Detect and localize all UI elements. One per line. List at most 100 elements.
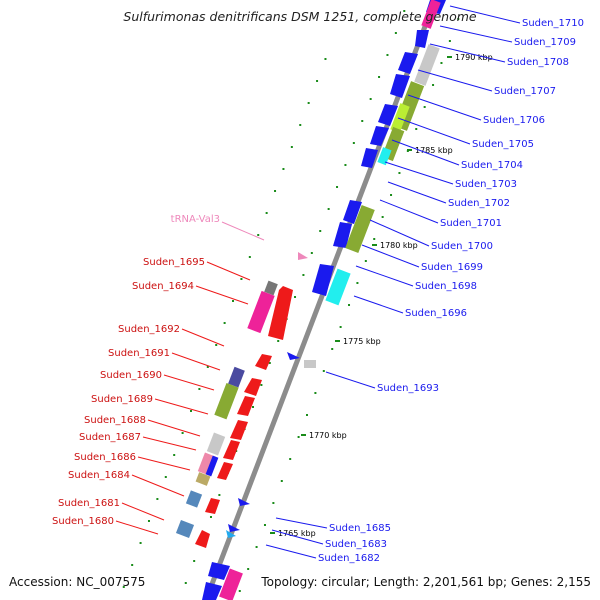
gene-box-steel[interactable] [185, 490, 203, 508]
gene-label-left[interactable]: Suden_1681 [58, 498, 120, 509]
gene-box-blue[interactable] [205, 455, 219, 477]
gene-arrow[interactable] [333, 222, 352, 248]
gene-box-tan[interactable] [195, 472, 211, 486]
gene-arrow[interactable] [237, 396, 255, 416]
gene-box-cyan[interactable] [377, 147, 392, 166]
gene-arrow[interactable] [287, 352, 300, 360]
gene-box-lime[interactable] [390, 103, 410, 133]
gene-label-right[interactable]: Suden_1696 [405, 308, 467, 319]
gene-box-gray[interactable] [304, 360, 316, 368]
gene-label-left[interactable]: Suden_1690 [100, 370, 162, 381]
tick-mark [189, 410, 192, 412]
tick-mark [248, 256, 251, 258]
gene-arrow[interactable] [226, 530, 236, 538]
gene-box-magenta[interactable] [247, 290, 275, 334]
gene-label-left[interactable]: Suden_1691 [108, 348, 170, 359]
tick-mark [280, 480, 283, 482]
gene-label-right[interactable]: Suden_1707 [494, 86, 556, 97]
gene-arrow[interactable] [217, 462, 233, 480]
gene-arrow[interactable] [398, 52, 418, 74]
gene-label-left[interactable]: Suden_1695 [143, 257, 205, 268]
gene-arrow[interactable] [205, 498, 220, 514]
gene-box-gray[interactable] [206, 432, 226, 456]
gene-label-left[interactable]: Suden_1694 [132, 281, 194, 292]
gene-arrow[interactable] [255, 354, 272, 370]
tick-mark [156, 498, 159, 500]
tick-mark [274, 190, 277, 192]
tick-mark [184, 582, 187, 584]
gene-box-cyan[interactable] [325, 268, 351, 306]
gene-label-left[interactable]: Suden_1688 [84, 415, 146, 426]
gene-box-purple[interactable] [228, 366, 245, 388]
left-gene-track [175, 252, 308, 548]
gene-box-gray[interactable] [414, 44, 440, 86]
tick-mark [352, 142, 355, 144]
gene-labels: Suden_1710 Suden_1709 Suden_1708 Suden_1707… [52, 18, 584, 564]
gene-label-right[interactable]: Suden_1702 [448, 198, 510, 209]
leader-line [325, 371, 376, 389]
trna-label[interactable]: tRNA-Val3 [171, 214, 220, 225]
gene-label-right[interactable]: Suden_1699 [421, 262, 483, 273]
gene-arrow[interactable] [312, 264, 334, 296]
gene-label-right[interactable]: Suden_1701 [440, 218, 502, 229]
tick-mark [289, 458, 292, 460]
tick-mark [369, 98, 372, 100]
gene-box-green[interactable] [214, 382, 239, 420]
tick-mark [394, 32, 397, 34]
gene-arrow[interactable] [238, 498, 250, 506]
gene-arrow[interactable] [370, 126, 389, 146]
leader-line [221, 221, 265, 241]
gene-arrow[interactable] [268, 286, 293, 340]
gene-label-left[interactable]: Suden_1684 [68, 470, 130, 481]
tick-mark [131, 564, 134, 566]
gene-label-left[interactable]: Suden_1687 [79, 432, 141, 443]
leader-line [449, 5, 521, 24]
gene-box-magenta[interactable] [219, 568, 243, 600]
gene-label-right[interactable]: Suden_1683 [325, 539, 387, 550]
gene-arrow[interactable] [390, 74, 410, 98]
gene-arrow[interactable] [223, 440, 240, 460]
trna-marker[interactable] [298, 252, 308, 260]
gene-arrow[interactable] [208, 562, 230, 580]
leader-line [429, 43, 506, 63]
gene-label-right[interactable]: Suden_1708 [507, 57, 569, 68]
tick-mark [398, 172, 401, 174]
gene-label-right[interactable]: Suden_1682 [318, 553, 380, 564]
gene-label-right[interactable]: Suden_1709 [514, 37, 576, 48]
gene-box-green[interactable] [345, 205, 375, 253]
gene-label-right[interactable]: Suden_1700 [431, 241, 493, 252]
gene-label-left[interactable]: Suden_1686 [74, 452, 136, 463]
gene-arrow[interactable] [202, 582, 222, 600]
gene-label-right[interactable]: Suden_1703 [455, 179, 517, 190]
gene-label-right[interactable]: Suden_1710 [522, 18, 584, 29]
gene-label-left[interactable]: Suden_1689 [91, 394, 153, 405]
gene-arrow[interactable] [415, 30, 429, 48]
gene-box-gray[interactable] [264, 280, 278, 296]
gene-arrow[interactable] [361, 148, 378, 168]
gene-label-right[interactable]: Suden_1705 [472, 139, 534, 150]
gene-label-right[interactable]: Suden_1685 [329, 523, 391, 534]
gene-label-right[interactable]: Suden_1693 [377, 383, 439, 394]
gene-box-pink[interactable] [197, 452, 217, 476]
gene-label-right[interactable]: Suden_1704 [461, 160, 523, 171]
tick-mark [319, 230, 322, 232]
tick-mark [457, 18, 460, 20]
gene-label-left[interactable]: Suden_1692 [118, 324, 180, 335]
gene-arrow[interactable] [378, 104, 398, 126]
scale-label: 1770 kbp [309, 431, 347, 440]
gene-label-right[interactable]: Suden_1698 [415, 281, 477, 292]
gene-box-steel[interactable] [175, 519, 195, 539]
leader-line [271, 529, 324, 545]
gene-arrow[interactable] [230, 420, 248, 440]
gene-arrow[interactable] [343, 200, 362, 224]
tick-mark [257, 234, 260, 236]
tick-mark [432, 84, 435, 86]
tick-mark [263, 524, 266, 526]
gene-arrow[interactable] [195, 530, 210, 548]
gene-arrow[interactable] [244, 378, 262, 396]
gene-box-magenta[interactable] [421, 0, 441, 29]
leader-line [417, 69, 493, 92]
gene-label-left[interactable]: Suden_1680 [52, 516, 114, 527]
gene-arrow[interactable] [228, 524, 240, 532]
gene-label-right[interactable]: Suden_1706 [483, 115, 545, 126]
